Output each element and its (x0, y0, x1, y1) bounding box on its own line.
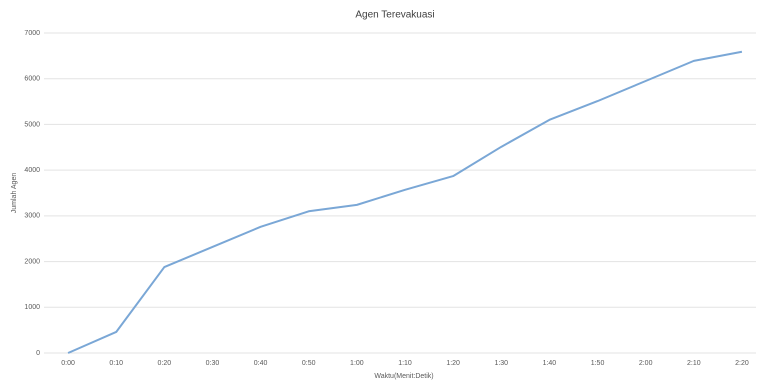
x-tick-label: 2:20 (735, 360, 749, 367)
y-axis-title: Jumlah Agen (11, 173, 18, 214)
data-line (67, 50, 743, 354)
x-tick-label: 0:10 (109, 360, 123, 367)
x-tick-label: 2:00 (639, 360, 653, 367)
y-tick-label: 6000 (24, 76, 40, 83)
y-tick-label: 5000 (24, 121, 40, 128)
x-tick-label: 2:10 (687, 360, 701, 367)
x-tick-label: 0:40 (254, 360, 268, 367)
x-tick-label: 0:00 (61, 360, 75, 367)
x-tick-label: 0:30 (206, 360, 220, 367)
y-tick-label: 2000 (24, 258, 40, 265)
y-tick-label: 0 (36, 350, 40, 357)
x-tick-label: 1:00 (350, 360, 364, 367)
x-tick-label: 1:50 (591, 360, 605, 367)
y-tick-label: 1000 (24, 304, 40, 311)
chart-title: Agen Terevakuasi (355, 10, 434, 21)
y-tick-label: 3000 (24, 213, 40, 220)
x-tick-label: 1:10 (398, 360, 412, 367)
y-tick-label: 4000 (24, 167, 40, 174)
x-axis-title: Waktu(Menit:Detik) (374, 373, 433, 380)
y-tick-label: 7000 (24, 30, 40, 37)
x-tick-label: 1:40 (543, 360, 557, 367)
x-tick-label: 0:20 (158, 360, 172, 367)
x-tick-label: 0:50 (302, 360, 316, 367)
x-tick-label: 1:20 (446, 360, 460, 367)
x-tick-label: 1:30 (494, 360, 508, 367)
